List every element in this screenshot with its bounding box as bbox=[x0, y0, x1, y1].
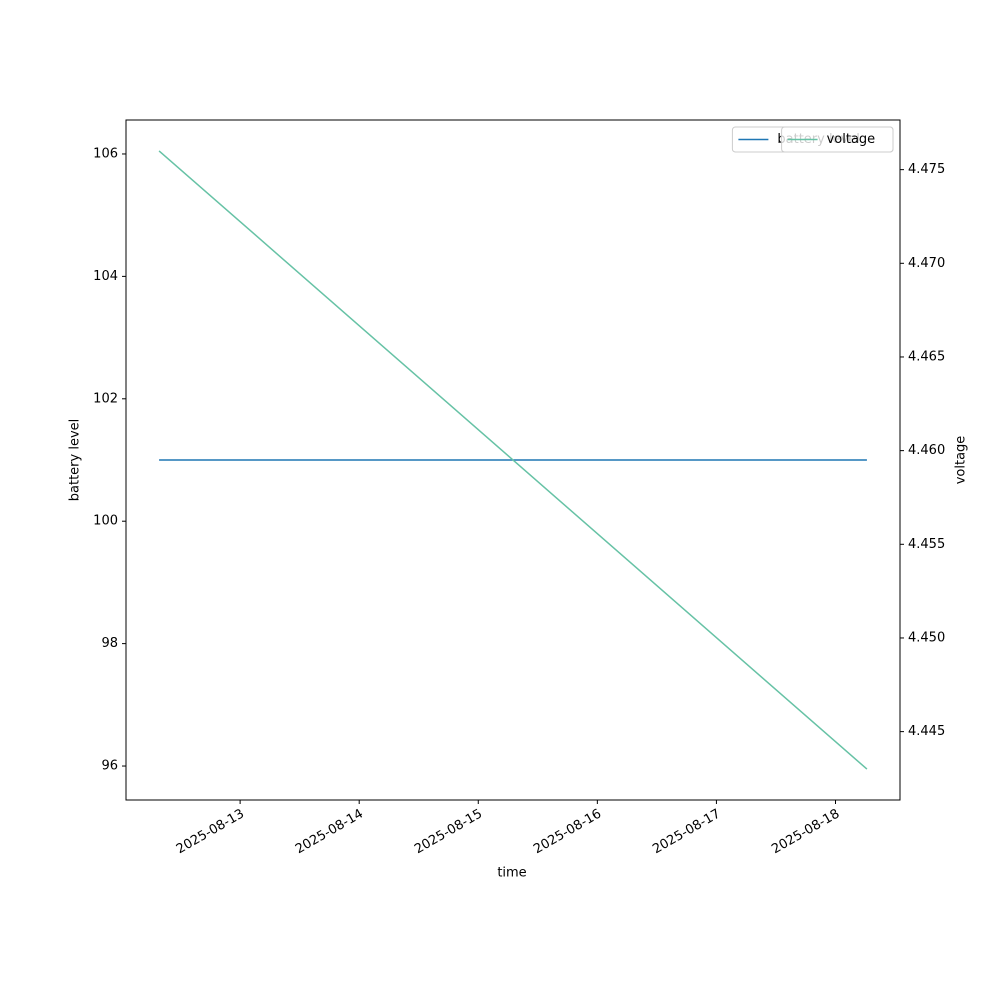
y2-tick-label: 4.465 bbox=[908, 349, 945, 364]
y-tick-label: 96 bbox=[101, 759, 118, 774]
series-line bbox=[158, 150, 868, 770]
y2-tick-label: 4.470 bbox=[908, 256, 945, 271]
x-tick-label: 2025-08-13 bbox=[174, 807, 247, 858]
y2-tick-label: 4.455 bbox=[908, 537, 945, 552]
y2-tick-label: 4.460 bbox=[908, 443, 945, 458]
x-axis-label: time bbox=[497, 866, 526, 881]
x-tick-label: 2025-08-16 bbox=[531, 807, 604, 858]
y-tick-label: 104 bbox=[93, 269, 118, 284]
y-tick-label: 100 bbox=[93, 514, 118, 529]
x-tick-label: 2025-08-18 bbox=[769, 807, 842, 858]
legend-box bbox=[781, 126, 894, 153]
legend-label: voltage bbox=[827, 132, 876, 147]
y2-tick-label: 4.445 bbox=[908, 724, 945, 739]
x-tick-label: 2025-08-17 bbox=[650, 807, 723, 858]
x-tick-label: 2025-08-14 bbox=[293, 807, 366, 858]
legend: voltage bbox=[781, 126, 894, 153]
x-tick-label: 2025-08-15 bbox=[412, 807, 485, 858]
y-tick-label: 102 bbox=[93, 391, 118, 406]
y-tick-label: 106 bbox=[93, 146, 118, 161]
y-tick-label: 98 bbox=[101, 636, 118, 651]
y2-axis-label: voltage bbox=[954, 436, 969, 485]
y2-tick-label: 4.475 bbox=[908, 162, 945, 177]
y2-tick-label: 4.450 bbox=[908, 630, 945, 645]
plot-frame bbox=[125, 119, 901, 801]
y-axis-label: battery level bbox=[68, 419, 83, 502]
